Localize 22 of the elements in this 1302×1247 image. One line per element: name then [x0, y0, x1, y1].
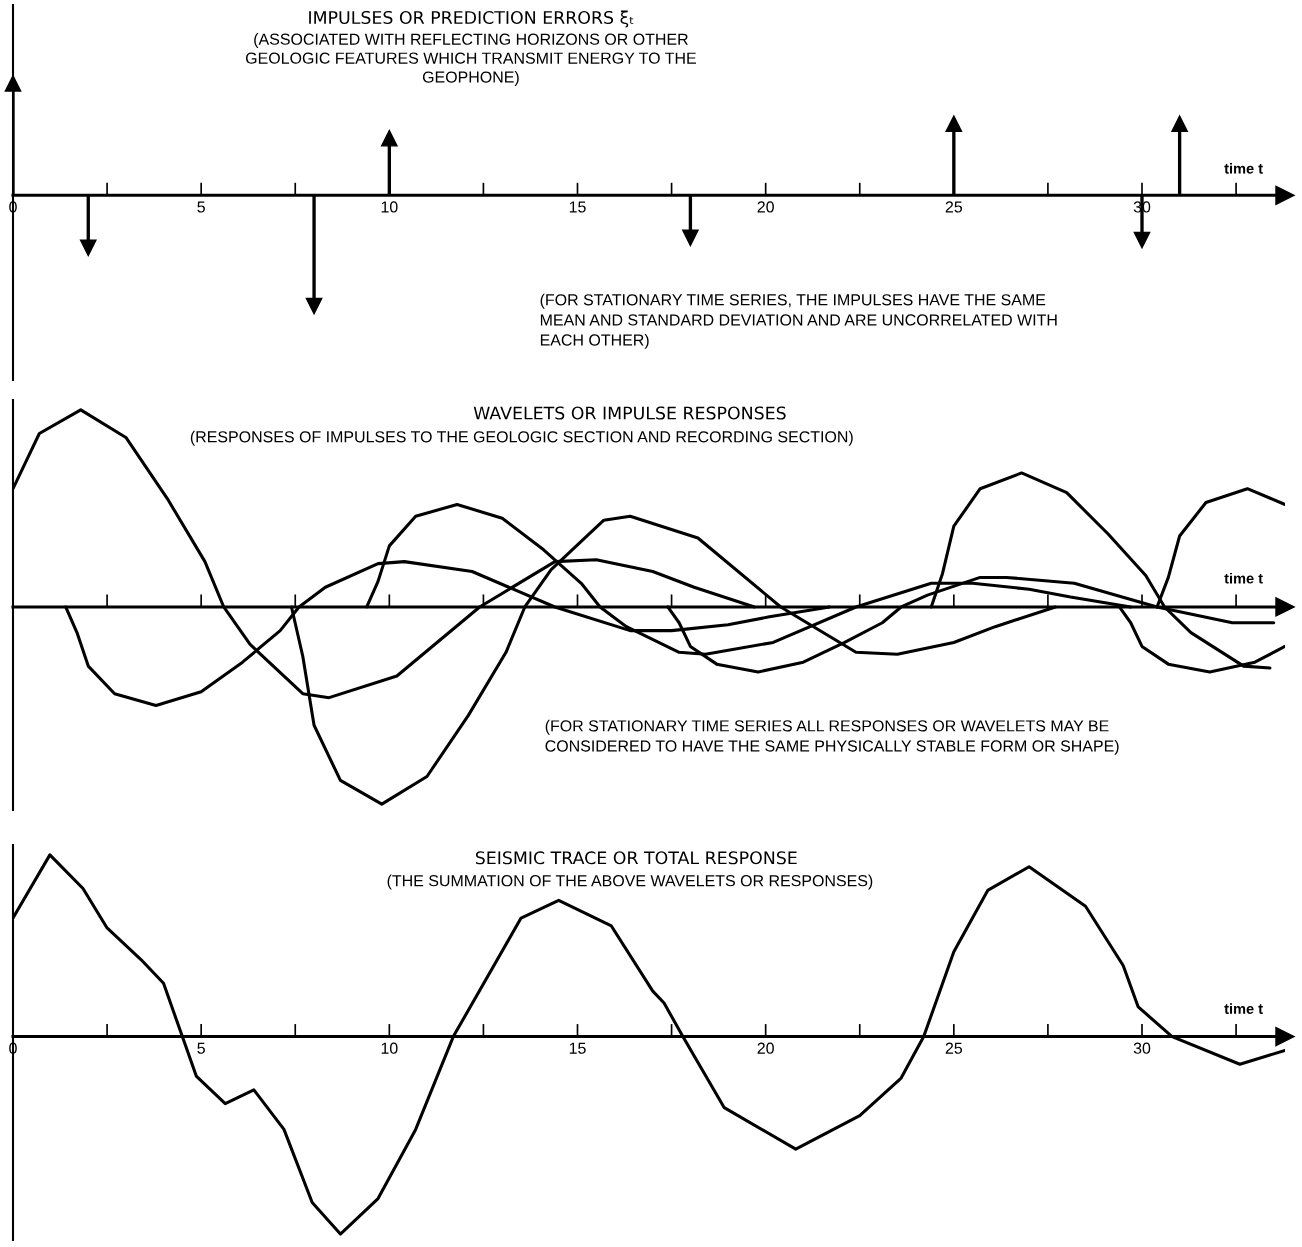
x-tick-label: 25	[945, 1042, 963, 1054]
x-axis-title: time t	[1224, 1003, 1263, 1014]
x-tick-label: 30	[1133, 1042, 1151, 1054]
annotation: (FOR STATIONARY TIME SERIES ALL RESPONSES OR WAVELETS MAY BE CONSIDERED TO HAVE THE SAME PHYSICALLY STABLE FORM OR SHAPE)	[545, 719, 1119, 755]
x-tick-label: 15	[569, 1042, 586, 1054]
chart-title: SEISMIC TRACE OR TOTAL RESPONSE	[475, 851, 797, 865]
x-tick-label: 10	[381, 201, 398, 213]
x-tick-label: 5	[197, 201, 205, 213]
x-tick-label: 5	[197, 1042, 205, 1054]
text: (RESPONSES OF IMPULSES TO THE GEOLOGIC SECTION AND RECORDING SECTION)	[190, 430, 853, 446]
x-tick-label: 20	[757, 201, 774, 213]
chart-subtitle: (ASSOCIATED WITH REFLECTING HORIZONS OR OTHER GEOLOGIC FEATURES WHICH TRANSMIT ENERGY TO THE GEOPHONE)	[245, 33, 696, 86]
x-tick-label: 25	[945, 201, 963, 213]
annotation: (FOR STATIONARY TIME SERIES, THE IMPULSES HAVE THE SAME MEAN AND STANDARD DEVIATION AND ARE UNCORRELATED WITH EACH OTHER)	[540, 293, 1057, 349]
x-tick-label: 10	[381, 1042, 398, 1054]
x-axis-title: time t	[1224, 572, 1263, 584]
x-axis-title: time t	[1224, 162, 1263, 174]
chart-title: IMPULSES OR PREDICTION ERRORS ξₜ	[309, 10, 634, 28]
chart-title: WAVELETS OR IMPULSE RESPONSES	[473, 406, 786, 420]
x-tick-label: 15	[569, 201, 586, 213]
x-tick-label: 20	[757, 1042, 774, 1054]
text: (THE SUMMATION OF THE ABOVE WAVELETS OR RESPONSES)	[387, 874, 873, 890]
